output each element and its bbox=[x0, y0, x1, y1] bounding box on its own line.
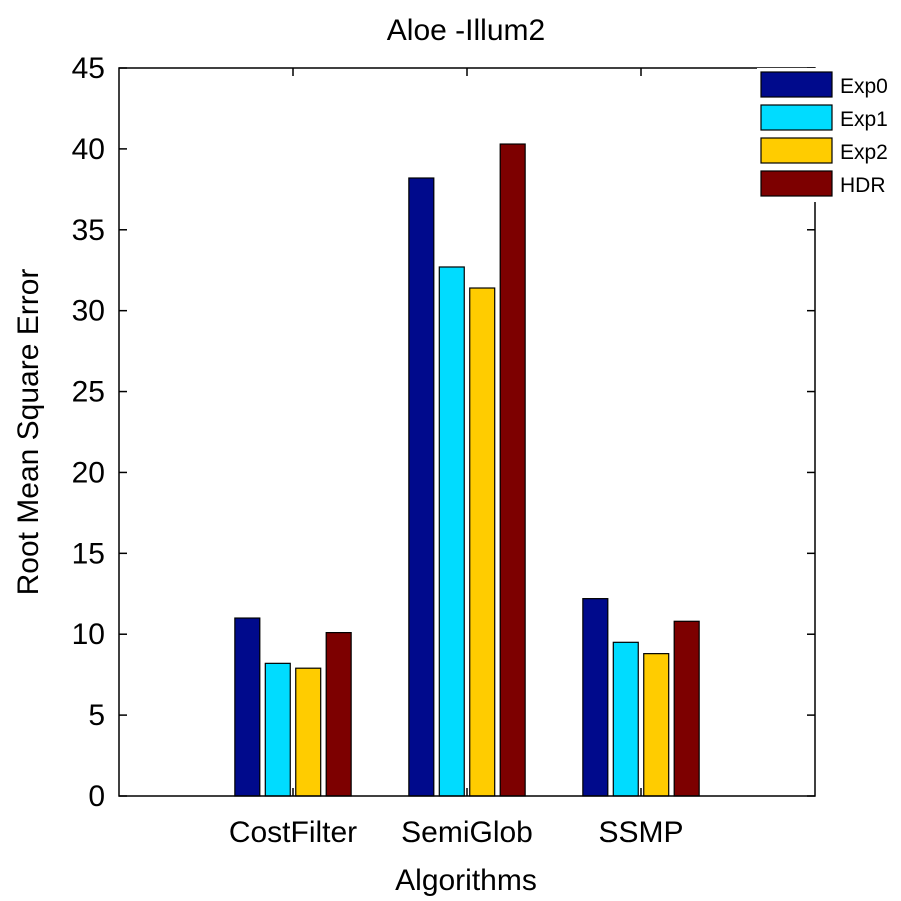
legend-swatch-exp0 bbox=[760, 71, 833, 98]
bar-hdr-semiglob bbox=[499, 143, 526, 797]
bar-exp0-ssmp bbox=[582, 598, 609, 797]
y-axis-label: Root Mean Square Error bbox=[12, 269, 45, 596]
bars-group bbox=[234, 143, 700, 797]
y-tick-label: 30 bbox=[72, 295, 105, 328]
y-tick-label: 15 bbox=[72, 537, 105, 570]
y-tick-label: 45 bbox=[72, 52, 105, 85]
legend-swatch-exp1 bbox=[760, 104, 833, 131]
y-tick-label: 10 bbox=[72, 618, 105, 651]
legend-label-hdr: HDR bbox=[840, 174, 886, 197]
legend-label-exp1: Exp1 bbox=[840, 108, 888, 131]
y-tick-label: 20 bbox=[72, 456, 105, 489]
legend-swatch-exp2 bbox=[760, 137, 833, 164]
bar-exp2-ssmp bbox=[643, 653, 670, 797]
bar-exp2-costfilter bbox=[295, 667, 322, 797]
bar-hdr-costfilter bbox=[325, 632, 352, 797]
x-axis-ticks: CostFilter SemiGlob SSMP bbox=[229, 68, 684, 849]
legend-swatch-hdr bbox=[760, 170, 833, 197]
plot-area-frame bbox=[118, 67, 816, 797]
legend-label-exp0: Exp0 bbox=[840, 75, 888, 98]
legend: Exp0 Exp1 Exp2 HDR bbox=[757, 68, 899, 202]
bar-exp2-semiglob bbox=[469, 287, 496, 797]
x-tick-label: SSMP bbox=[598, 816, 683, 849]
bar-exp1-ssmp bbox=[612, 641, 639, 797]
bar-hdr-ssmp bbox=[673, 620, 700, 797]
y-tick-label: 25 bbox=[72, 376, 105, 409]
y-tick-label: 5 bbox=[88, 699, 105, 732]
legend-label-exp2: Exp2 bbox=[840, 141, 888, 164]
y-tick-label: 40 bbox=[72, 133, 105, 166]
bar-exp1-costfilter bbox=[264, 662, 291, 797]
bar-exp1-semiglob bbox=[438, 266, 465, 797]
y-tick-label: 0 bbox=[88, 780, 105, 813]
y-axis-ticks: 0 5 10 15 20 25 30 35 40 45 bbox=[72, 52, 815, 813]
y-tick-label: 35 bbox=[72, 214, 105, 247]
bar-exp0-costfilter bbox=[234, 617, 261, 797]
x-tick-label: CostFilter bbox=[229, 816, 357, 849]
x-tick-label: SemiGlob bbox=[401, 816, 533, 849]
chart-title: Aloe -Illum2 bbox=[387, 14, 545, 47]
x-axis-label: Algorithms bbox=[395, 864, 537, 897]
bar-exp0-semiglob bbox=[408, 177, 435, 797]
